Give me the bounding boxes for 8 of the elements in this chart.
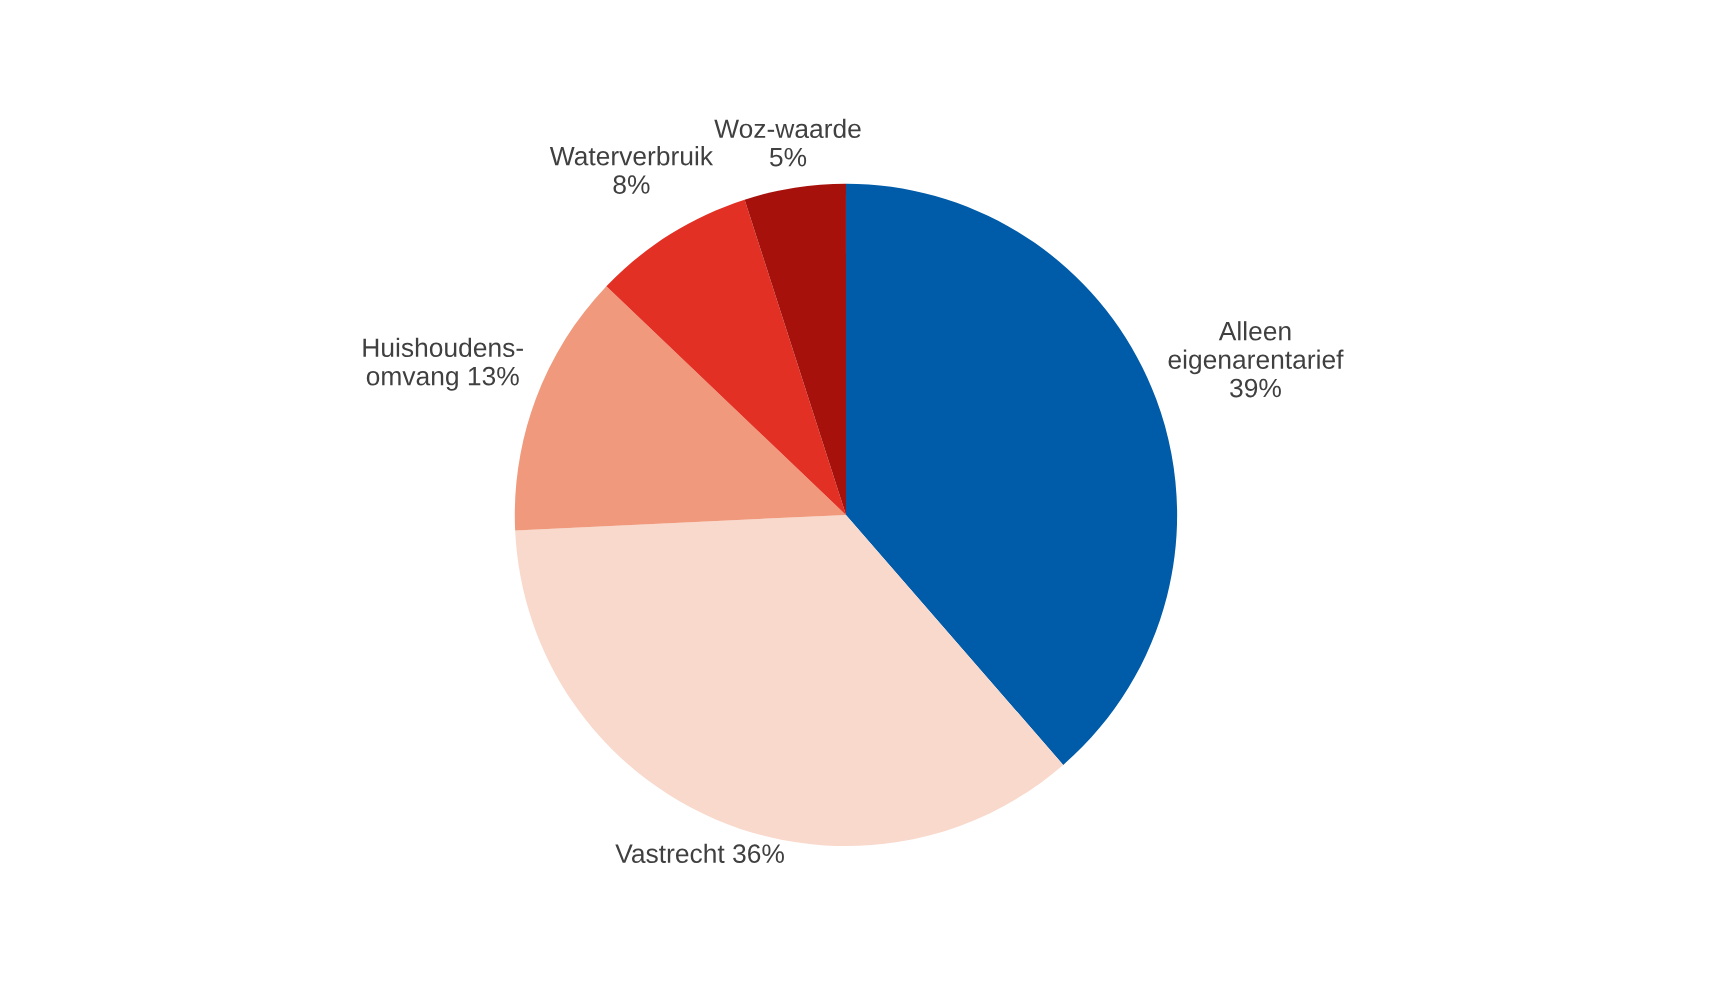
slice-label: Huishoudens- omvang 13% bbox=[363, 337, 523, 391]
slice-label: Alleen eigenarentarief bbox=[1168, 321, 1344, 375]
slice-label: Woz-waarde bbox=[714, 118, 861, 139]
slice-label: Waterverbruik bbox=[549, 146, 714, 166]
slice-label: Vastrecht 36% bbox=[615, 843, 784, 864]
data-label: 39% bbox=[1230, 378, 1281, 398]
data-label: 5% bbox=[769, 147, 807, 167]
data-label: 8% bbox=[613, 175, 650, 194]
